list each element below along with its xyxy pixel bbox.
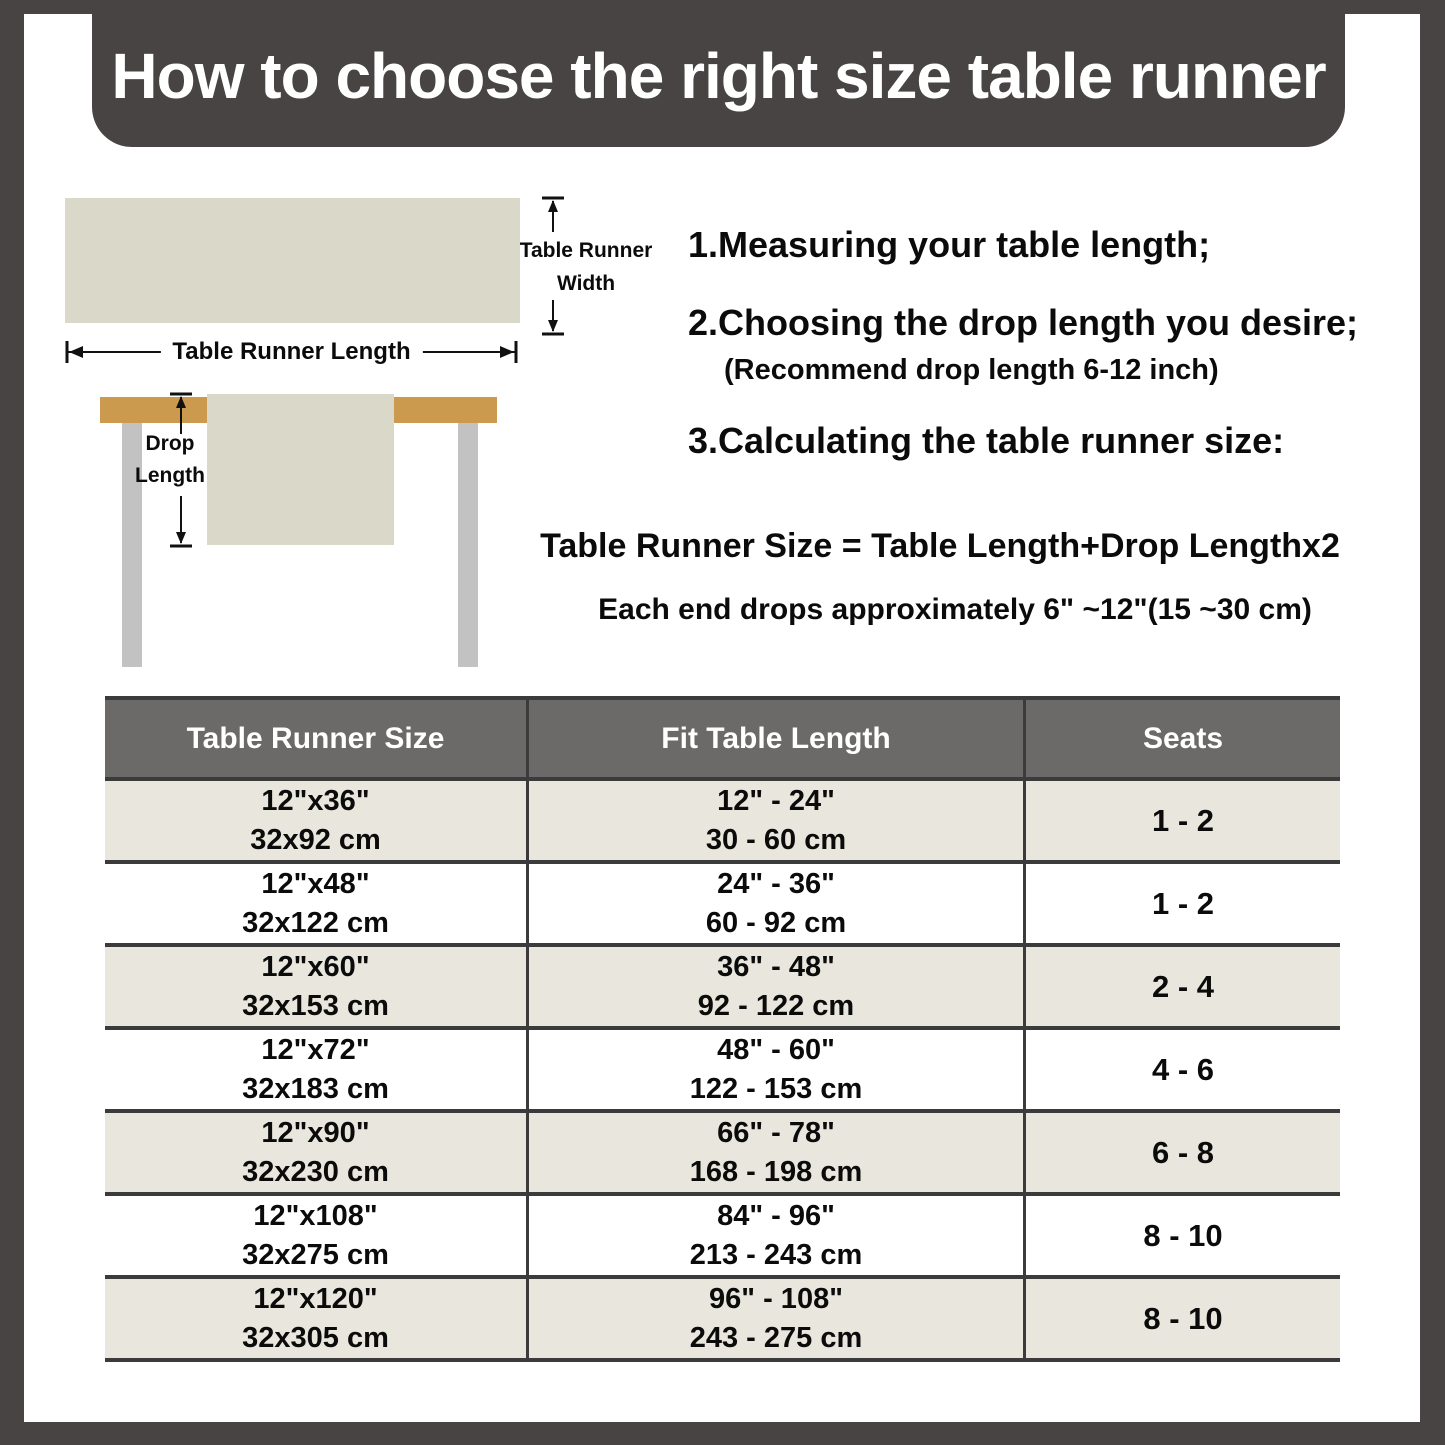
drop-dimension-arrow-top-icon — [170, 392, 192, 434]
runner-size-cell: 12"x36" 32x92 cm — [105, 781, 529, 860]
seats-value: 6 - 8 — [1151, 1135, 1215, 1170]
width-label-line2: Width — [556, 272, 616, 295]
seats-value: 8 - 10 — [1143, 1301, 1223, 1336]
fit-length-cell: 66" - 78" 168 - 198 cm — [529, 1113, 1026, 1192]
runner-size-cell: 12"x48" 32x122 cm — [105, 864, 529, 943]
table-leg-right — [458, 423, 478, 667]
seats-cell: 6 - 8 — [1026, 1113, 1340, 1192]
drop-dimension-arrow-bottom-icon — [170, 496, 192, 548]
runner-size-cell: 12"x60" 32x153 cm — [105, 947, 529, 1026]
fit-length-inches: 48" - 60" — [717, 1033, 835, 1066]
frame-bottom — [0, 1422, 1445, 1445]
header-seats: Seats — [1142, 722, 1224, 755]
header-fit-table-length: Fit Table Length — [529, 700, 1026, 777]
formula: Table Runner Size = Table Length+Drop Le… — [540, 527, 1340, 565]
fit-length-cm: 168 - 198 cm — [689, 1155, 863, 1188]
runner-size-inches: 12"x108" — [253, 1199, 378, 1232]
step-2: 2.Choosing the drop length you desire; — [688, 302, 1359, 343]
length-label: Table Runner Length — [160, 338, 423, 366]
table-row: 12"x90" 32x230 cm 66" - 78" 168 - 198 cm… — [105, 1109, 1340, 1192]
runner-size-cm: 32x153 cm — [242, 989, 389, 1022]
drop-label-line2: Length — [135, 464, 205, 487]
runner-size-inches: 12"x48" — [261, 867, 370, 900]
step-2-note: (Recommend drop length 6-12 inch) — [724, 354, 1219, 386]
fit-length-inches: 24" - 36" — [717, 867, 835, 900]
size-chart-table: Table Runner Size Fit Table Length Seats… — [105, 696, 1340, 1362]
fit-length-cell: 36" - 48" 92 - 122 cm — [529, 947, 1026, 1026]
page-title: How to choose the right size table runne… — [111, 39, 1326, 112]
table-row: 12"x72" 32x183 cm 48" - 60" 122 - 153 cm… — [105, 1026, 1340, 1109]
seats-value: 8 - 10 — [1143, 1218, 1223, 1253]
width-dimension-arrow-top-icon — [542, 196, 564, 232]
fit-length-cm: 243 - 275 cm — [689, 1321, 863, 1354]
fit-length-cell: 24" - 36" 60 - 92 cm — [529, 864, 1026, 943]
table-row: 12"x120" 32x305 cm 96" - 108" 243 - 275 … — [105, 1275, 1340, 1358]
width-label: Table Runner Width — [516, 234, 656, 300]
title-banner: How to choose the right size table runne… — [92, 0, 1345, 147]
drop-length-label: Drop Length — [128, 428, 212, 492]
step-3: 3.Calculating the table runner size: — [688, 420, 1285, 461]
size-table-body: 12"x36" 32x92 cm 12" - 24" 30 - 60 cm 1 … — [105, 777, 1340, 1358]
runner-size-cell: 12"x90" 32x230 cm — [105, 1113, 529, 1192]
seats-value: 4 - 6 — [1151, 1052, 1215, 1087]
table-row: 12"x108" 32x275 cm 84" - 96" 213 - 243 c… — [105, 1192, 1340, 1275]
runner-size-cm: 32x92 cm — [250, 823, 381, 856]
fit-length-cell: 12" - 24" 30 - 60 cm — [529, 781, 1026, 860]
seats-value: 1 - 2 — [1151, 803, 1215, 838]
runner-size-cm: 32x275 cm — [242, 1238, 389, 1271]
table-leg-left — [122, 423, 142, 667]
runner-size-cell: 12"x120" 32x305 cm — [105, 1279, 529, 1358]
width-dimension-arrow-bottom-icon — [542, 300, 564, 336]
fit-length-cm: 92 - 122 cm — [697, 989, 855, 1022]
formula-note: Each end drops approximately 6" ~12"(15 … — [598, 593, 1312, 626]
runner-size-cm: 32x122 cm — [242, 906, 389, 939]
drop-label-line1: Drop — [145, 432, 195, 455]
step-1: 1.Measuring your table length; — [688, 224, 1211, 265]
fit-length-cm: 60 - 92 cm — [705, 906, 847, 939]
width-label-line1: Table Runner — [519, 239, 653, 262]
fit-length-cm: 30 - 60 cm — [705, 823, 847, 856]
runner-size-cm: 32x230 cm — [242, 1155, 389, 1188]
seats-cell: 1 - 2 — [1026, 864, 1340, 943]
table-row: 12"x36" 32x92 cm 12" - 24" 30 - 60 cm 1 … — [105, 777, 1340, 860]
runner-size-cell: 12"x108" 32x275 cm — [105, 1196, 529, 1275]
fit-length-cell: 96" - 108" 243 - 275 cm — [529, 1279, 1026, 1358]
fit-length-cell: 48" - 60" 122 - 153 cm — [529, 1030, 1026, 1109]
seats-cell: 2 - 4 — [1026, 947, 1340, 1026]
runner-size-inches: 12"x72" — [261, 1033, 370, 1066]
seats-cell: 8 - 10 — [1026, 1279, 1340, 1358]
runner-size-cell: 12"x72" 32x183 cm — [105, 1030, 529, 1109]
fit-length-inches: 96" - 108" — [709, 1282, 843, 1315]
fit-length-cell: 84" - 96" 213 - 243 cm — [529, 1196, 1026, 1275]
runner-size-inches: 12"x120" — [253, 1282, 378, 1315]
seats-cell: 4 - 6 — [1026, 1030, 1340, 1109]
frame-left — [0, 0, 24, 1445]
fit-length-cm: 122 - 153 cm — [689, 1072, 863, 1105]
table-row: 12"x48" 32x122 cm 24" - 36" 60 - 92 cm 1… — [105, 860, 1340, 943]
runner-size-inches: 12"x90" — [261, 1116, 370, 1149]
seats-cell: 8 - 10 — [1026, 1196, 1340, 1275]
fit-length-inches: 66" - 78" — [717, 1116, 835, 1149]
seats-value: 1 - 2 — [1151, 886, 1215, 921]
runner-size-inches: 12"x36" — [261, 784, 370, 817]
fit-length-cm: 213 - 243 cm — [689, 1238, 863, 1271]
table-row: 12"x60" 32x153 cm 36" - 48" 92 - 122 cm … — [105, 943, 1340, 1026]
fit-length-inches: 12" - 24" — [717, 784, 835, 817]
fit-length-inches: 36" - 48" — [717, 950, 835, 983]
runner-size-inches: 12"x60" — [261, 950, 370, 983]
fit-length-inches: 84" - 96" — [717, 1199, 835, 1232]
seats-cell: 1 - 2 — [1026, 781, 1340, 860]
frame-right — [1420, 0, 1445, 1445]
table-runner-top-view — [65, 198, 520, 323]
seats-value: 2 - 4 — [1151, 969, 1215, 1004]
length-dimension: Table Runner Length — [65, 338, 518, 366]
size-chart-header-row: Table Runner Size Fit Table Length Seats — [105, 700, 1340, 777]
runner-size-cm: 32x183 cm — [242, 1072, 389, 1105]
runner-drape — [207, 394, 394, 545]
header-table-runner-size: Table Runner Size — [105, 700, 529, 777]
runner-size-cm: 32x305 cm — [242, 1321, 389, 1354]
